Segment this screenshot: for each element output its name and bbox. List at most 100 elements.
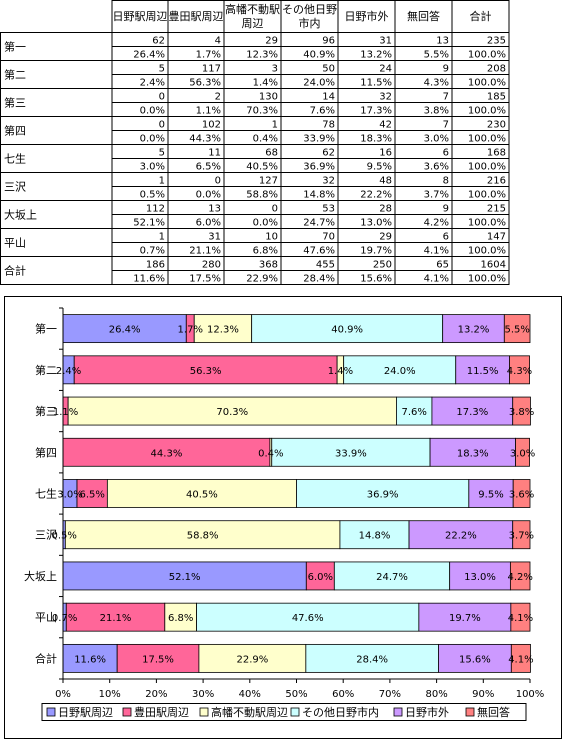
data-label: 13.2%: [458, 325, 490, 336]
table-count: 6: [443, 148, 449, 159]
bar-segment: [62, 314, 187, 344]
legend-label: 日野市外: [405, 705, 449, 719]
table-count: 31: [379, 36, 392, 47]
table-pct: 21.1%: [189, 246, 221, 257]
data-label: 6.0%: [308, 572, 333, 583]
x-tick-label: 20%: [145, 689, 167, 700]
table-count: 68: [265, 148, 278, 159]
table-count: 0: [215, 176, 221, 187]
table-count: 215: [487, 204, 506, 215]
crosstab-table: 日野駅周辺 豊田駅周辺 高幡不動駅周辺 その他日野市内 日野市外 無回答 合計 第一 62 26.…: [0, 0, 567, 290]
bars: [62, 314, 531, 673]
table-count: 455: [316, 260, 335, 271]
table-pct: 47.6%: [303, 246, 335, 257]
table-pct: 1.1%: [196, 106, 221, 117]
table-pct: 44.3%: [189, 134, 221, 145]
table-row-label: 大坂上: [4, 208, 37, 222]
data-label: 3.8%: [509, 407, 534, 418]
legend-swatch: [199, 707, 209, 717]
table-pct: 18.3%: [360, 134, 392, 145]
table-count: 65: [436, 260, 449, 271]
table-header-cell: [111, 0, 169, 33]
data-label: 12.3%: [207, 325, 239, 336]
data-label: 44.3%: [151, 448, 183, 459]
data-label: 1.4%: [328, 366, 353, 377]
table-row-label: 第四: [4, 124, 26, 138]
table-count: 31: [208, 232, 221, 243]
data-label: 15.6%: [459, 654, 491, 665]
bar-segment: [503, 314, 531, 344]
legend-swatch: [122, 707, 132, 717]
table-count: 208: [487, 64, 506, 75]
table-pct: 22.2%: [360, 190, 392, 201]
table-pct: 15.6%: [360, 274, 392, 285]
stacked-bar-chart-svg: 26.4% 1.7% 12.3% 40.9% 13.2% 5.5% 2.4% 56.3% 1.4…: [4, 296, 562, 739]
table-pct: 56.3%: [189, 78, 221, 89]
data-label: 4.1%: [508, 654, 533, 665]
table-count: 9: [443, 204, 449, 215]
table-pct: 4.3%: [424, 78, 449, 89]
data-label: 28.4%: [356, 654, 388, 665]
x-tick-label: 70%: [379, 689, 401, 700]
table-count: 168: [487, 148, 506, 159]
category-label: 第二: [35, 363, 57, 377]
table-pct: 58.8%: [246, 190, 278, 201]
table-header-label: 高幡不動駅周辺: [225, 2, 280, 30]
data-label: 24.7%: [376, 572, 408, 583]
table-row-label-cell: [0, 60, 113, 89]
data-label: 5.5%: [504, 325, 529, 336]
table-pct: 24.0%: [303, 78, 335, 89]
table-row-label: 平山: [4, 237, 26, 250]
data-label: 1.7%: [178, 325, 203, 336]
data-label: 3.0%: [57, 490, 82, 501]
table-pct: 0.0%: [140, 134, 165, 145]
table-count: 235: [487, 36, 506, 47]
data-label: 0.5%: [51, 531, 76, 542]
bar-segment: [408, 520, 514, 550]
table-pct: 17.5%: [189, 274, 221, 285]
table-count: 32: [322, 176, 335, 187]
x-tick-label: 80%: [425, 689, 447, 700]
table-pct: 4.1%: [424, 246, 449, 257]
bar-segment: [116, 643, 200, 673]
table-count: 96: [322, 36, 335, 47]
bar-segment: [343, 355, 457, 385]
table-count: 368: [259, 260, 278, 271]
table-count: 13: [208, 204, 221, 215]
data-label: 0.4%: [258, 448, 283, 459]
table-pct: 6.0%: [196, 218, 221, 229]
table-pct: 12.3%: [246, 50, 278, 61]
table-header-cell: [451, 0, 510, 33]
table-count: 250: [373, 260, 392, 271]
data-label: 4.3%: [507, 366, 532, 377]
legend-label: その他日野市内: [302, 705, 379, 719]
bar-segment: [512, 396, 531, 426]
bar-segment: [67, 396, 397, 426]
bar-segment: [512, 479, 531, 508]
data-label: 2.4%: [56, 366, 81, 377]
legend-box: [41, 703, 527, 721]
table-header-cell: [337, 0, 396, 33]
table-count: 9: [443, 64, 449, 75]
bar-segment: [431, 396, 514, 426]
legend-swatch: [393, 707, 403, 717]
table-row-label: 三沢: [4, 180, 26, 194]
table-header-label: 豊田駅周辺: [169, 10, 224, 23]
table-count: 5: [159, 148, 165, 159]
table-row-label-cell: [0, 116, 113, 145]
data-labels: 26.4% 1.7% 12.3% 40.9% 13.2% 5.5% 2.4% 56.3% 1.4…: [51, 325, 535, 666]
data-label: 70.3%: [216, 407, 248, 418]
table-pct: 100.0%: [468, 218, 506, 229]
table-pct: 100.0%: [468, 190, 506, 201]
table-count: 16: [379, 148, 392, 159]
table-row-label-cell: [0, 32, 113, 61]
data-label: 4.1%: [508, 613, 533, 624]
legend-label: 高幡不動駅周辺: [211, 705, 288, 719]
data-label: 14.8%: [359, 531, 391, 542]
table-row-label-cell: [0, 172, 113, 201]
table-count: 0: [159, 120, 165, 131]
table-count: 186: [146, 260, 165, 271]
data-label: 17.3%: [456, 407, 488, 418]
data-label: 9.5%: [478, 490, 503, 501]
table-pct: 5.5%: [424, 50, 449, 61]
